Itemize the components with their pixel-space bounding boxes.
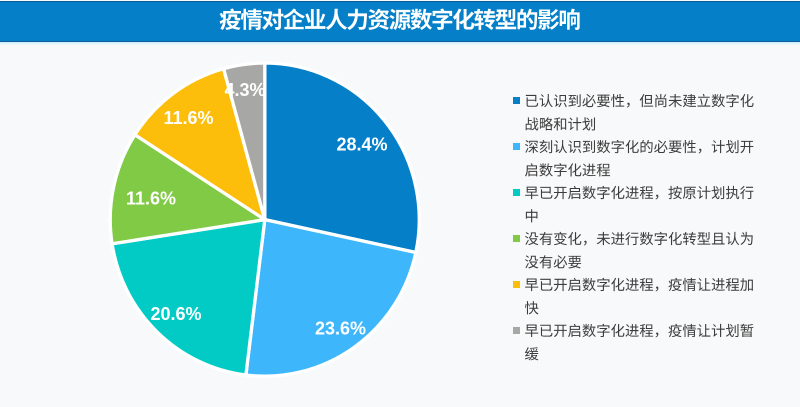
svg-text:11.6%: 11.6%: [163, 108, 213, 128]
svg-text:20.6%: 20.6%: [150, 304, 201, 324]
svg-text:28.4%: 28.4%: [336, 135, 387, 155]
svg-text:23.6%: 23.6%: [315, 319, 366, 339]
svg-text:4.3%: 4.3%: [224, 80, 265, 100]
svg-text:11.6%: 11.6%: [126, 189, 176, 209]
